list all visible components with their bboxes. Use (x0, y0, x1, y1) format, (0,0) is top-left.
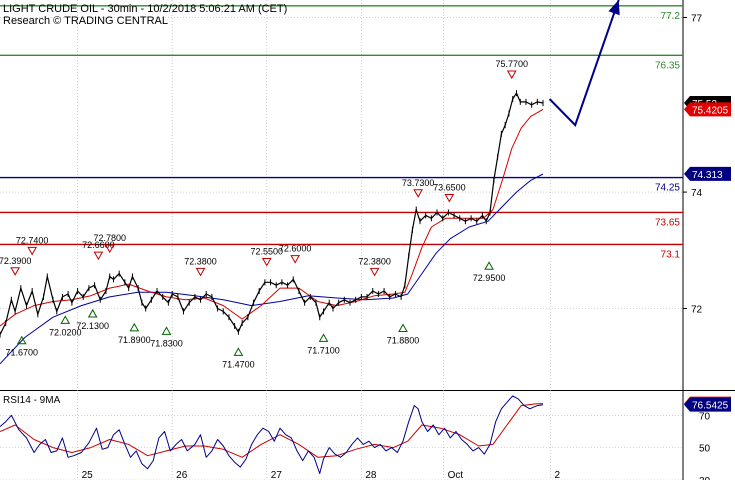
y-tick-label: 77 (691, 13, 703, 24)
swing-high-marker (10, 267, 20, 276)
swing-high-marker (195, 267, 206, 277)
swing-high-label: 72.6600 (82, 240, 115, 250)
price-value-tag-bg (684, 102, 731, 117)
rsi-title: RSI14 - 9MA (3, 395, 61, 406)
swing-low-label: 71.4700 (222, 359, 255, 369)
swing-high-marker (93, 251, 104, 261)
swing-high-marker (444, 193, 455, 203)
price-value-tag-text: 74.313 (692, 170, 723, 181)
rsi-value-tag-text: 76.5425 (692, 401, 729, 412)
forecast-arrow-line (548, 0, 620, 127)
chart-subtitle: Research © TRADING CENTRAL (3, 15, 168, 27)
annotations-layer: 72.3900 72.7400 71.6700 72.0200 72.660072.78… (0, 59, 528, 369)
swing-high-label: 72.3800 (184, 256, 217, 266)
swing-low-marker (60, 315, 71, 324)
forecast-arrow-head (608, 0, 620, 16)
ma-slow-line (0, 173, 544, 365)
rsi-line (0, 395, 544, 474)
swing-low-label: 72.1300 (76, 321, 109, 331)
swing-low-marker (161, 326, 172, 335)
swing-high-marker (261, 257, 272, 267)
swing-high-label: 72.6000 (279, 244, 312, 254)
swing-low-marker (318, 333, 329, 342)
swing-high-label: 72.3900 (0, 256, 31, 266)
swing-high-label: 72.5500 (250, 246, 283, 256)
level-label: 77.2 (661, 11, 681, 22)
swing-low-marker (484, 261, 494, 270)
swing-low-label: 71.8800 (387, 335, 420, 345)
level-label: 73.1 (661, 249, 681, 260)
x-tick-label: 25 (82, 470, 94, 480)
axis-layer: 25262728Oct272747730507075.5375.420574.3… (82, 13, 731, 480)
swing-high-marker (369, 267, 380, 277)
x-tick-label: 2 (555, 470, 561, 480)
chart-title: LIGHT CRUDE OIL - 30min - 10/2/2018 5:06… (3, 3, 287, 15)
rsi-tick-label: 70 (699, 411, 711, 422)
level-label: 74.25 (655, 183, 680, 194)
swing-high-label: 75.7700 (496, 59, 529, 69)
swing-high-marker (413, 189, 423, 198)
x-tick-label: Oct (448, 470, 464, 480)
swing-high-label: 72.7800 (93, 233, 126, 243)
rsi-ma-line (0, 403, 544, 458)
x-tick-label: 27 (271, 470, 283, 480)
swing-high-marker (506, 70, 517, 80)
swing-high-marker (27, 246, 38, 256)
swing-high-marker (290, 255, 301, 264)
swing-high-label: 72.3800 (358, 256, 391, 266)
level-label: 76.35 (655, 60, 680, 71)
swing-low-marker (233, 347, 244, 356)
swing-low-marker (129, 322, 140, 332)
swing-low-label: 71.6700 (5, 348, 38, 358)
x-tick-label: 28 (365, 470, 377, 480)
swing-low-label: 72.9500 (473, 273, 506, 283)
series-layer (0, 0, 620, 474)
y-tick-label: 72 (691, 305, 703, 316)
swing-low-marker (398, 323, 408, 332)
ma-fast-line (0, 108, 544, 327)
y-tick-label: 74 (691, 188, 703, 199)
rsi-tick-label: 50 (699, 444, 711, 455)
x-tick-label: 26 (176, 470, 188, 480)
swing-low-marker (87, 308, 98, 318)
level-label: 73.65 (655, 217, 680, 228)
swing-low-label: 71.8300 (150, 338, 183, 348)
swing-low-marker (16, 335, 27, 345)
swing-high-label: 73.7300 (402, 178, 435, 188)
grid-layer (0, 0, 683, 480)
price-value-tag-text: 75.4205 (692, 105, 729, 116)
price-line (0, 92, 544, 335)
levels-layer: 77.2 76.35 74.25 73.65 73.1 (0, 5, 683, 260)
swing-low-label: 71.8900 (118, 335, 151, 345)
rsi-value-tag-bg (684, 397, 731, 412)
swing-high-marker (104, 244, 115, 254)
rsi-tick-label: 30 (699, 476, 711, 480)
swing-low-label: 72.0200 (49, 327, 82, 337)
swing-high-label: 72.7400 (16, 235, 49, 245)
price-value-tag-bg (684, 166, 731, 181)
swing-high-label: 73.6500 (433, 182, 466, 192)
swing-low-label: 71.7100 (307, 345, 340, 355)
